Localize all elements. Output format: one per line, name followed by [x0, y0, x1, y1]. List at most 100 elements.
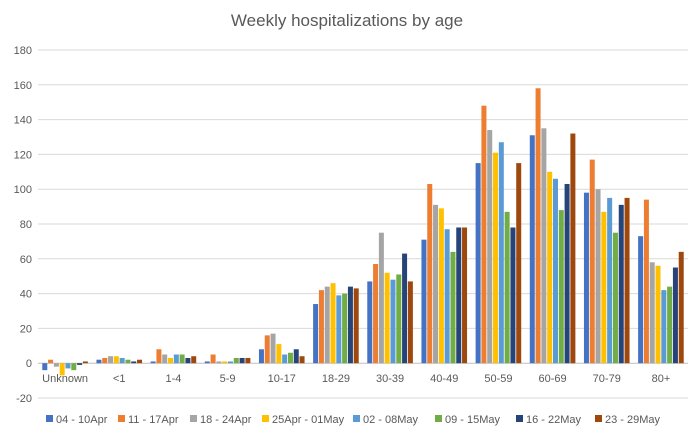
y-tick-label: 180: [14, 45, 32, 57]
bar: [71, 363, 77, 371]
bar: [564, 183, 570, 364]
x-tick-label: Unknown: [42, 373, 88, 385]
x-tick-label: 10-17: [268, 373, 296, 385]
bar: [516, 163, 522, 364]
bar: [402, 253, 408, 364]
bar: [313, 304, 319, 364]
y-tick-label: 140: [14, 115, 32, 127]
bar: [558, 210, 564, 364]
bar: [82, 361, 88, 364]
x-tick-label: 5-9: [220, 373, 236, 385]
bar: [77, 363, 83, 365]
y-tick-label: -20: [16, 393, 32, 405]
bar: [487, 130, 493, 364]
y-tick-label: 60: [20, 254, 32, 266]
bar: [150, 361, 156, 364]
legend-swatch: [595, 415, 602, 422]
legend-swatch: [262, 415, 269, 422]
bar: [227, 361, 233, 364]
bar: [222, 361, 228, 364]
bar: [168, 357, 174, 364]
bar: [529, 135, 535, 364]
bar: [287, 352, 293, 364]
chart-title: Weekly hospitalizations by age: [231, 11, 463, 30]
bar: [204, 361, 210, 364]
x-tick-label: 30-39: [376, 373, 404, 385]
bar: [113, 356, 119, 364]
bar: [450, 251, 456, 364]
bar: [324, 286, 330, 364]
bar: [173, 354, 179, 364]
bar: [191, 356, 197, 364]
x-tick-label: 60-69: [539, 373, 567, 385]
bar: [589, 159, 595, 364]
bar: [216, 361, 222, 364]
bar: [481, 105, 487, 364]
legend-swatch: [516, 415, 523, 422]
bar: [456, 227, 462, 364]
bar: [131, 361, 137, 364]
legend-label: 23 - 29May: [605, 414, 661, 426]
legend-label: 25Apr - 01May: [272, 414, 345, 426]
bar: [498, 142, 504, 364]
bar: [624, 197, 630, 364]
bar: [552, 178, 558, 364]
bar: [618, 204, 624, 364]
bar: [210, 354, 216, 364]
bar: [661, 290, 667, 364]
bar: [282, 354, 288, 364]
bar: [353, 288, 359, 364]
gridlines: [38, 49, 688, 399]
legend-swatch: [118, 415, 125, 422]
bar: [678, 251, 684, 364]
bar: [53, 363, 59, 367]
bar: [270, 333, 276, 364]
bar: [433, 204, 439, 364]
bar: [444, 229, 450, 364]
bar: [179, 354, 185, 364]
legend-label: 04 - 10Apr: [56, 414, 108, 426]
bar: [378, 232, 384, 364]
bar: [607, 197, 613, 364]
bar: [462, 227, 468, 364]
legend-label: 09 - 15May: [445, 414, 501, 426]
x-tick-label: 80+: [652, 373, 671, 385]
legend-label: 16 - 22May: [526, 414, 582, 426]
bar: [384, 272, 390, 364]
bar: [119, 357, 125, 364]
bar: [373, 264, 379, 364]
x-tick-label: 70-79: [593, 373, 621, 385]
y-tick-label: 120: [14, 149, 32, 161]
bar: [96, 359, 102, 364]
bar: [336, 295, 342, 364]
bar: [59, 363, 65, 376]
bar: [601, 211, 607, 364]
bar: [510, 227, 516, 364]
y-tick-label: 80: [20, 219, 32, 231]
bar: [407, 281, 413, 364]
legend-label: 18 - 24Apr: [200, 414, 252, 426]
bar: [475, 163, 481, 364]
bar: [367, 281, 373, 364]
x-tick-label: 50-59: [484, 373, 512, 385]
bar: [535, 88, 541, 364]
x-tick-label: <1: [113, 373, 126, 385]
bar: [421, 239, 427, 364]
bar: [258, 349, 264, 364]
bars: [42, 88, 684, 376]
bar: [583, 192, 589, 364]
bar: [239, 357, 245, 364]
bar: [612, 232, 618, 364]
bar: [65, 363, 71, 369]
bar: [156, 349, 162, 364]
bar: [42, 363, 48, 371]
bar: [438, 208, 444, 364]
bar: [655, 265, 661, 364]
legend-swatch: [190, 415, 197, 422]
legend-swatch: [435, 415, 442, 422]
bar: [137, 359, 143, 364]
bar: [390, 279, 396, 364]
x-tick-label: 40-49: [430, 373, 458, 385]
